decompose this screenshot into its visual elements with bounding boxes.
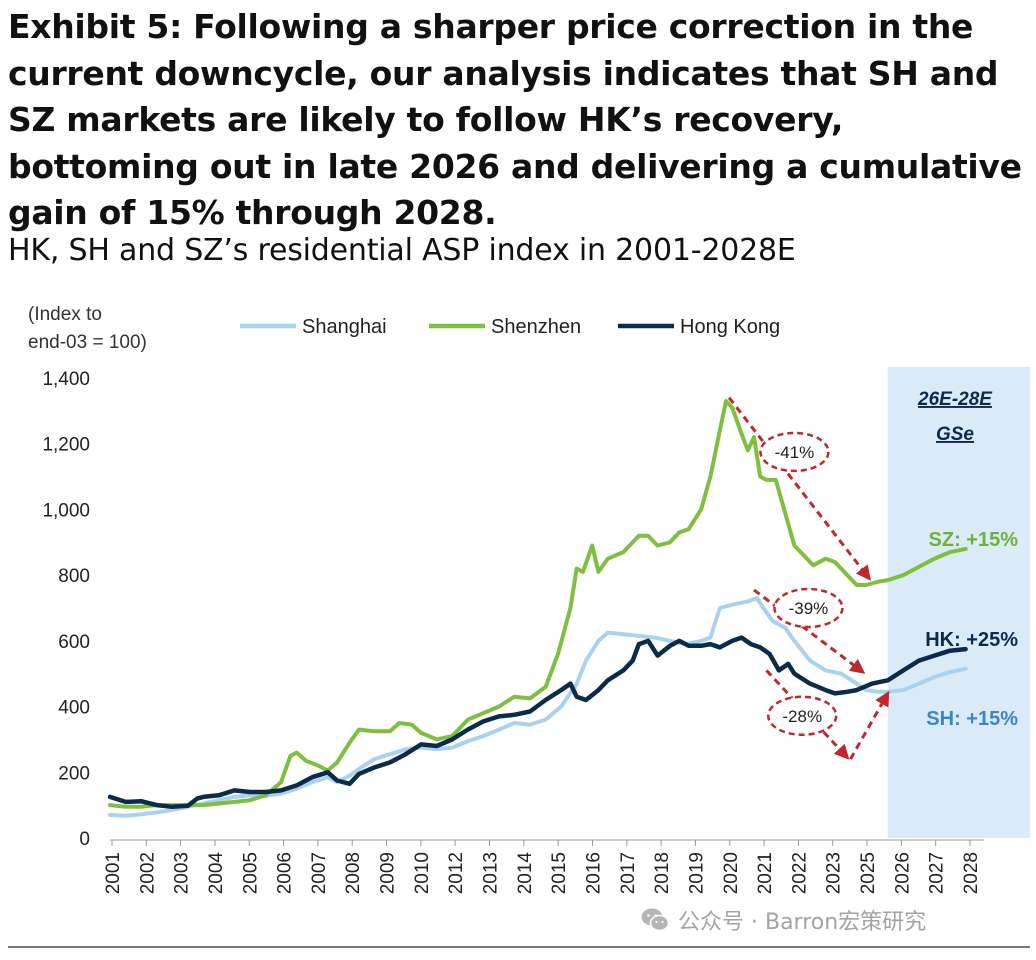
x-tick-label: 2014 (515, 852, 536, 895)
forecast-band (887, 367, 1030, 838)
y-tick-label: 200 (58, 763, 90, 784)
correction-arrow (753, 588, 866, 674)
x-tick-label: 2023 (824, 852, 845, 894)
x-tick-label: 2005 (240, 852, 261, 894)
x-tick-label: 2012 (446, 852, 467, 894)
annotation-label: -28% (782, 707, 822, 726)
legend-label-hong-kong: Hong Kong (680, 316, 780, 338)
x-tick-label: 2015 (549, 852, 570, 894)
watermark-text: 公众号 · Barron宏策研究 (678, 910, 927, 935)
x-tick-label: 2022 (789, 852, 810, 894)
y-tick-label: 0 (79, 829, 90, 850)
x-tick-label: 2018 (652, 852, 673, 894)
x-tick-label: 2025 (858, 852, 879, 894)
y-tick-label: 1,200 (42, 435, 90, 456)
x-tick-label: 2010 (412, 852, 433, 894)
legend-label-shanghai: Shanghai (302, 316, 387, 338)
x-tick-label: 2007 (309, 852, 330, 894)
annotation-ellipse (766, 695, 838, 737)
x-tick-label: 2002 (137, 852, 158, 894)
x-tick-label: 2004 (206, 852, 227, 895)
x-tick-label: 2021 (755, 852, 776, 894)
x-tick-label: 2006 (275, 852, 296, 894)
y-tick-label: 800 (58, 566, 90, 587)
x-tick-label: 2013 (481, 852, 502, 894)
asp-index-chart: 26E-28E GSe (Index to end-03 = 100) 0 200 400… (28, 304, 1030, 895)
y-axis-title: end-03 = 100) (28, 332, 147, 353)
correction-arrow (849, 690, 890, 760)
bottom-divider (8, 946, 1030, 948)
annotation-label: -39% (789, 599, 829, 618)
x-tick-label: 2001 (103, 852, 124, 894)
exhibit-title: Exhibit 5: Following a sharper price cor… (8, 7, 1022, 232)
y-tick-label: 1,400 (42, 369, 90, 390)
end-label-hong-kong: HK: +25% (925, 629, 1018, 651)
x-tick-label: 2028 (961, 852, 982, 894)
annotation-label: -41% (775, 443, 815, 462)
end-label-shanghai: SH: +15% (926, 708, 1018, 730)
wechat-icon (641, 908, 670, 932)
forecast-label: 26E-28E (917, 389, 993, 410)
annotation-ellipse (773, 587, 844, 629)
forecast-label: GSe (936, 424, 974, 445)
correction-arrow (765, 669, 850, 760)
x-tick-label: 2008 (343, 852, 364, 894)
x-tick-label: 2017 (618, 852, 639, 894)
end-label-shenzhen: SZ: +15% (929, 529, 1019, 551)
series-line-shenzhen (108, 399, 968, 809)
annotation-ellipse (759, 431, 830, 473)
legend-label-shenzhen: Shenzhen (491, 316, 581, 338)
x-tick-label: 2019 (686, 852, 707, 894)
y-tick-label: 600 (58, 632, 90, 653)
x-tick-label: 2026 (892, 852, 913, 894)
x-tick-label: 2009 (378, 852, 399, 894)
x-tick-label: 2020 (721, 852, 742, 894)
x-tick-label: 2027 (927, 852, 948, 894)
x-tick-label: 2003 (172, 852, 193, 894)
series-line-hong-kong (107, 635, 968, 810)
x-tick-label: 2016 (583, 852, 604, 894)
watermark: 公众号 · Barron宏策研究 (640, 900, 926, 940)
y-tick-label: 1,000 (42, 500, 90, 521)
chart-subtitle: HK, SH and SZ’s residential ASP index in… (8, 233, 796, 268)
y-tick-label: 400 (58, 698, 90, 719)
y-axis-title: (Index to (28, 304, 102, 325)
correction-arrow (727, 396, 871, 581)
